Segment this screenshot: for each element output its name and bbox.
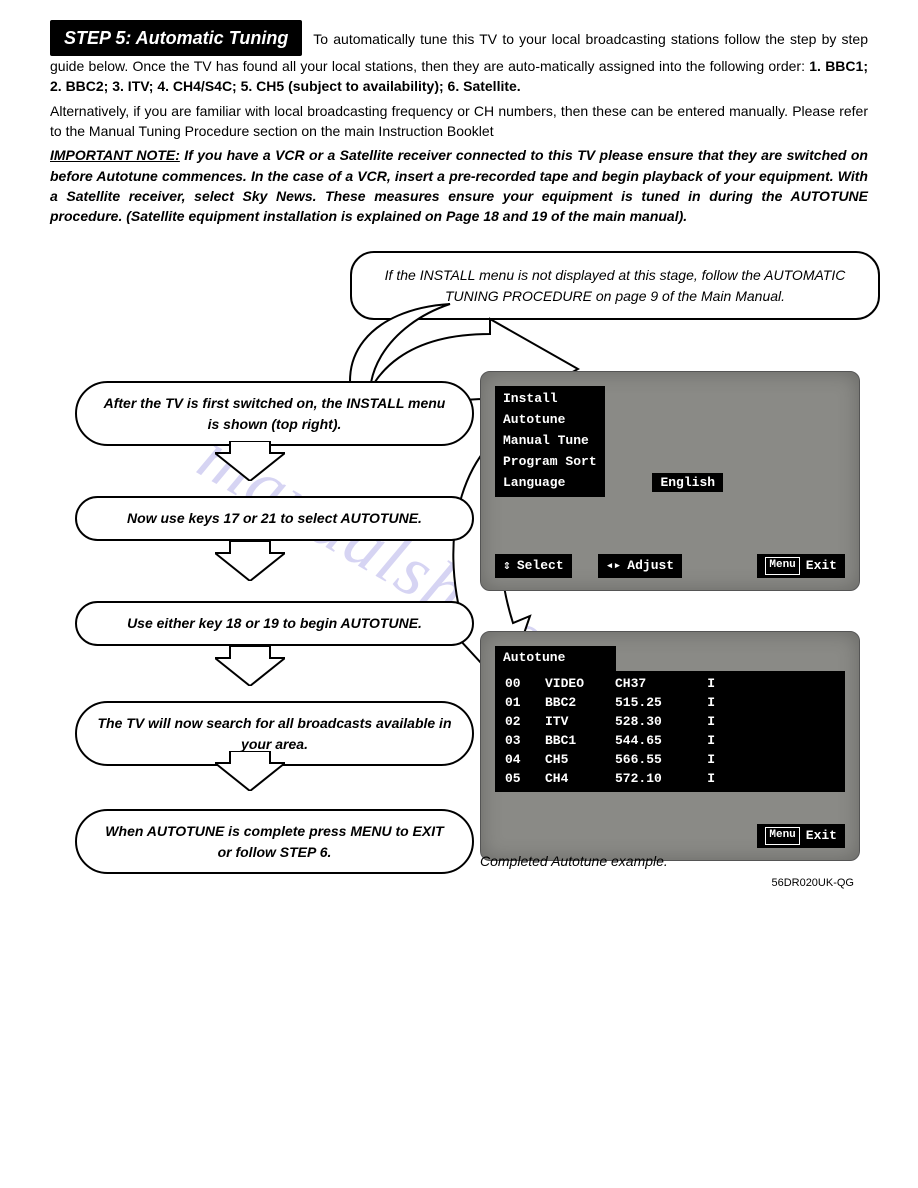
down-arrow-icon (215, 646, 285, 686)
autotune-title: Autotune (495, 646, 616, 671)
menu-item: Language (503, 473, 597, 494)
autotune-table: 00VIDEOCH37I 01BBC2515.25I 02ITV528.30I … (495, 671, 845, 792)
flow-step-5: When AUTOTUNE is complete press MENU to … (75, 809, 474, 874)
adjust-hint: ◂▸Adjust (598, 554, 682, 579)
table-row: 04CH5566.55I (505, 751, 835, 770)
menu-exit-hint: MenuExit (757, 554, 845, 579)
menu-item: Install (503, 389, 597, 410)
down-arrow-icon (215, 441, 285, 481)
osd-footer: ⇕Select ◂▸Adjust MenuExit (495, 554, 845, 579)
note-label: IMPORTANT NOTE: (50, 147, 180, 163)
menu-item: Program Sort (503, 452, 597, 473)
table-row: 01BBC2515.25I (505, 694, 835, 713)
table-row: 05CH4572.10I (505, 770, 835, 789)
tv-screen-install: Install Autotune Manual Tune Program Sor… (480, 371, 860, 591)
table-row: 03BBC1544.65I (505, 732, 835, 751)
flow-step-2: Now use keys 17 or 21 to select AUTOTUNE… (75, 496, 474, 540)
flow-step-3: Use either key 18 or 19 to begin AUTOTUN… (75, 601, 474, 645)
page: STEP 5: Automatic Tuning To automaticall… (50, 20, 868, 911)
down-arrow-icon (215, 541, 285, 581)
select-hint: ⇕Select (495, 554, 572, 579)
down-arrow-icon (215, 751, 285, 791)
info-bubble: If the INSTALL menu is not displayed at … (350, 251, 880, 320)
osd-footer: MenuExit (495, 824, 845, 849)
intro-block: STEP 5: Automatic Tuning To automaticall… (50, 20, 868, 97)
menu-item: Manual Tune (503, 431, 597, 452)
osd-menu: Install Autotune Manual Tune Program Sor… (495, 386, 605, 496)
important-note: IMPORTANT NOTE: If you have a VCR or a S… (50, 145, 868, 226)
flow-step-1: After the TV is first switched on, the I… (75, 381, 474, 446)
document-number: 56DR020UK-QG (771, 876, 854, 892)
menu-item: Autotune (503, 410, 597, 431)
screen-caption: Completed Autotune example. (480, 851, 668, 871)
alt-text: Alternatively, if you are familiar with … (50, 101, 868, 142)
diagram: manualshive.com If the INSTALL menu is n… (50, 251, 868, 911)
language-value: English (652, 473, 723, 492)
table-row: 02ITV528.30I (505, 713, 835, 732)
tv-screen-autotune: Autotune 00VIDEOCH37I 01BBC2515.25I 02IT… (480, 631, 860, 861)
step-banner: STEP 5: Automatic Tuning (50, 20, 302, 56)
menu-exit-hint: MenuExit (757, 824, 845, 849)
table-row: 00VIDEOCH37I (505, 675, 835, 694)
